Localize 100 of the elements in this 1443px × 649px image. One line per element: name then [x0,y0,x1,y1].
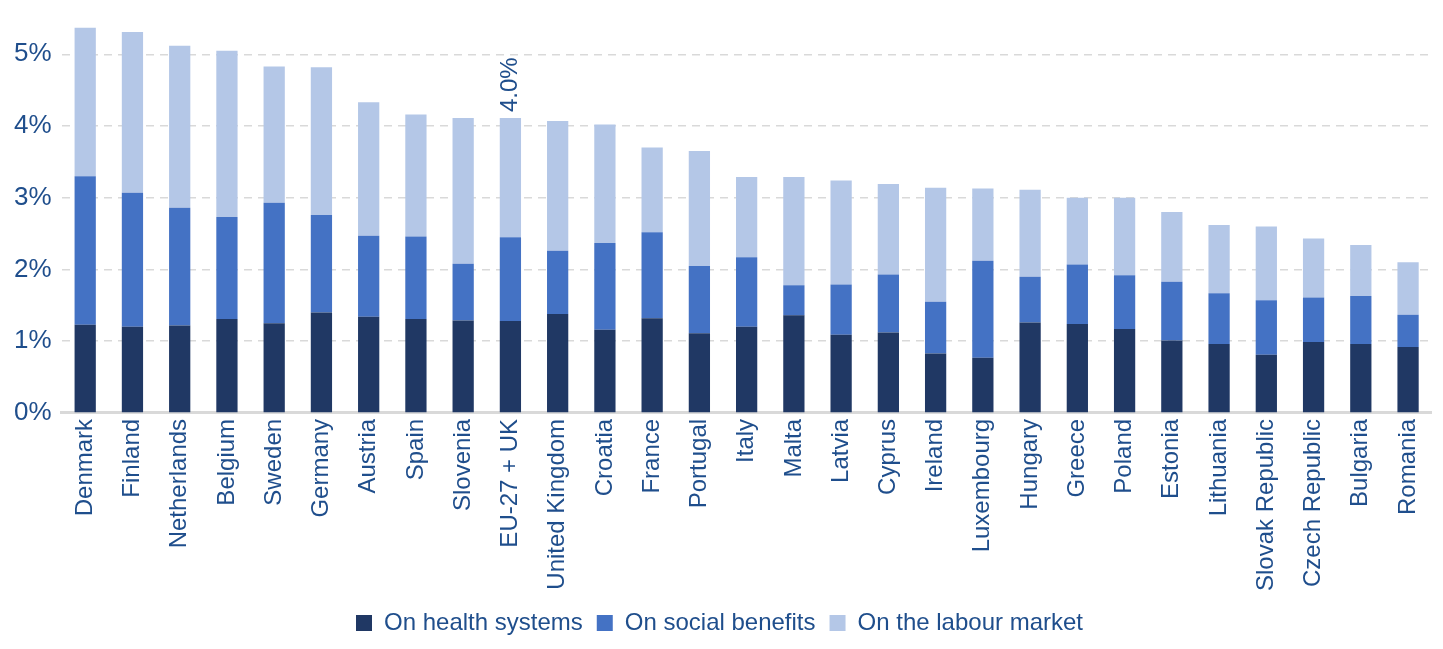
bar [594,124,616,243]
x-tick-label: Spain [400,418,428,481]
y-tick-label: 2% [14,252,52,283]
bar [1255,300,1277,355]
bar [358,235,380,317]
bar [924,353,947,413]
bar [452,263,474,321]
x-tick-label: Ireland [920,418,948,493]
bar [830,180,852,285]
bar [1113,328,1136,413]
bar [499,118,522,238]
bar [688,333,711,413]
x-tick-label: Slovenia [447,418,475,511]
x-tick-label: Portugal [684,418,712,509]
bar [1019,189,1041,277]
bar [263,66,285,203]
bar [641,318,663,413]
bar [121,192,144,327]
bar [547,120,569,251]
x-tick-label: Poland [1109,418,1137,494]
y-tick-label: 4% [14,109,52,140]
bar [1161,212,1183,282]
x-tick-label: Estonia [1156,418,1184,499]
x-tick-label: Denmark [69,417,97,517]
x-tick-label: Bulgaria [1345,418,1373,507]
bar [830,334,852,413]
x-tick-label: United Kingdom [542,418,570,590]
bar [358,102,380,236]
x-tick-label: Sweden [258,418,286,506]
bar [74,27,96,177]
bar [641,232,663,319]
bar [310,214,333,313]
bar [972,357,994,413]
bar [688,265,711,334]
bar [310,67,333,215]
legend-label: On health systems [384,607,583,635]
bar [547,313,569,413]
bar [1397,346,1419,413]
bar [310,312,333,413]
bar [169,325,191,413]
bar [1255,354,1277,413]
bar [877,184,899,275]
bar [830,284,852,335]
bar [736,257,758,327]
bar [1113,275,1136,329]
bar [594,242,616,330]
bar [547,250,569,314]
bar [263,323,285,413]
bar [1066,264,1088,324]
bar [924,301,947,354]
bar [1066,323,1088,413]
bar [169,45,191,208]
bar [877,274,899,333]
bar [783,176,805,286]
bar [74,176,96,325]
legend-label: On social benefits [624,607,816,635]
x-tick-label: Slovak Republic [1250,418,1278,591]
bar [1302,341,1325,413]
bar [169,207,191,326]
y-tick-label: 1% [14,324,52,355]
x-tick-label: France [636,418,664,494]
bar [972,260,994,358]
bar [216,318,238,413]
x-tick-label: Latvia [825,418,853,483]
bar [594,329,616,413]
x-tick-label: Romania [1392,418,1420,515]
x-tick-label: Luxembourg [967,418,995,553]
x-tick-label: Czech Republic [1298,418,1326,587]
bar [1208,293,1230,345]
bar [405,236,427,319]
bar [736,326,758,413]
x-tick-label: Malta [778,418,806,478]
x-tick-label: Cyprus [872,418,900,495]
bar [358,316,380,413]
x-tick-label: Netherlands [164,418,192,549]
bar [1397,262,1419,315]
bar [783,315,805,413]
bar [1161,340,1183,413]
bar [736,176,758,258]
bar [216,50,238,218]
bar [1066,197,1088,265]
bar [1161,281,1183,341]
bar [405,114,427,237]
x-tick-label: Italy [731,418,759,463]
bar [1397,314,1419,347]
x-tick-label: Austria [353,418,381,494]
bar [499,321,522,413]
bar [1113,197,1136,276]
bar [1019,322,1041,413]
total-label: 4.0% [495,57,523,113]
y-tick-label: 5% [14,37,52,68]
bar [783,285,805,316]
y-tick-label: 3% [14,180,52,211]
bar [452,118,474,264]
x-tick-label: EU-27 + UK [495,418,523,548]
bar [1255,226,1277,301]
bar [216,217,238,319]
bar [1350,344,1372,413]
bar [405,318,427,413]
bar [972,188,994,261]
